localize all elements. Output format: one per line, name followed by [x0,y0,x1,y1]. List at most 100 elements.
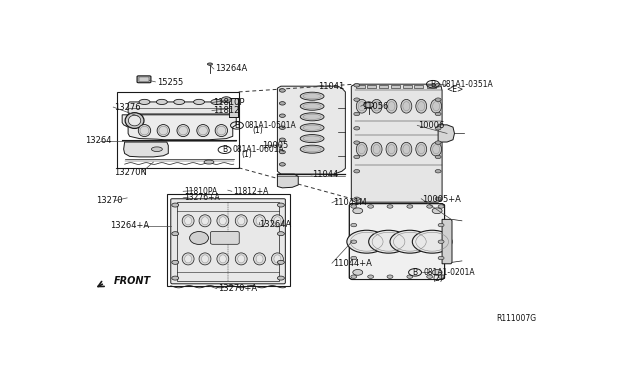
Text: 11812+A: 11812+A [233,187,268,196]
Ellipse shape [202,217,209,225]
Bar [167,193,290,286]
Polygon shape [442,219,452,264]
Circle shape [172,276,179,280]
Ellipse shape [207,63,212,65]
Circle shape [438,275,444,278]
Circle shape [280,163,285,166]
Ellipse shape [129,115,141,126]
Text: 11810P: 11810P [213,98,244,107]
Circle shape [280,102,285,105]
Text: B: B [234,121,239,130]
Ellipse shape [386,142,397,156]
Circle shape [367,205,374,208]
Bar [379,85,388,88]
Ellipse shape [193,99,205,105]
Ellipse shape [204,160,214,164]
Bar [403,85,412,88]
Circle shape [351,256,356,260]
Circle shape [172,203,179,207]
Text: 13264+A: 13264+A [110,221,149,230]
Polygon shape [277,174,298,188]
Ellipse shape [237,255,244,263]
Ellipse shape [211,99,222,105]
FancyBboxPatch shape [211,231,239,244]
Circle shape [438,205,444,208]
Ellipse shape [401,142,412,156]
Ellipse shape [300,92,324,100]
Text: 13276+A: 13276+A [184,193,220,202]
Ellipse shape [274,217,281,225]
Ellipse shape [185,217,191,225]
Ellipse shape [371,99,382,113]
Circle shape [438,240,444,243]
Ellipse shape [300,124,324,132]
FancyBboxPatch shape [137,76,151,83]
Text: 11041M: 11041M [333,198,367,207]
Circle shape [354,84,360,87]
Circle shape [435,84,441,87]
Text: 10005+A: 10005+A [422,195,461,204]
Text: 10006: 10006 [419,121,445,130]
Circle shape [351,223,356,227]
Ellipse shape [401,99,412,113]
Circle shape [354,141,360,144]
Circle shape [353,208,363,214]
Text: 13276: 13276 [114,103,140,112]
Ellipse shape [371,142,382,156]
Text: B: B [413,268,418,277]
Text: 13264A: 13264A [260,220,292,229]
Circle shape [277,203,284,207]
Ellipse shape [356,99,367,113]
Bar [367,85,376,88]
Ellipse shape [202,255,209,263]
Text: 11041: 11041 [318,82,344,91]
Text: 081A1-0201A: 081A1-0201A [423,268,475,277]
Ellipse shape [236,215,247,227]
Circle shape [280,114,285,118]
Ellipse shape [271,215,284,227]
Ellipse shape [256,217,263,225]
Ellipse shape [220,217,227,225]
Text: 13270: 13270 [97,196,123,205]
Text: (2): (2) [432,273,443,283]
Circle shape [407,205,413,208]
Ellipse shape [138,125,150,137]
Circle shape [432,269,442,275]
Circle shape [351,205,356,208]
Bar [391,85,400,88]
Circle shape [407,275,413,278]
Circle shape [412,230,452,253]
Ellipse shape [157,125,170,137]
Ellipse shape [197,125,209,137]
Text: (1): (1) [241,150,252,160]
Circle shape [221,97,231,103]
Ellipse shape [300,102,324,110]
Circle shape [427,205,433,208]
Polygon shape [122,115,236,140]
Ellipse shape [217,215,229,227]
Text: 11810PA: 11810PA [184,187,218,196]
Circle shape [280,150,285,154]
Text: 13264: 13264 [85,136,111,145]
Circle shape [387,275,393,278]
Circle shape [435,112,441,116]
Text: B: B [222,145,227,154]
Circle shape [432,208,442,214]
Bar [356,85,365,88]
Circle shape [367,275,374,278]
Polygon shape [351,84,442,202]
Text: R111007G: R111007G [497,314,537,323]
Ellipse shape [215,125,228,137]
Circle shape [435,141,441,144]
Text: (1): (1) [253,126,263,135]
Ellipse shape [236,253,247,265]
Circle shape [277,260,284,264]
Bar [414,85,423,88]
Ellipse shape [271,253,284,265]
Text: FRONT: FRONT [114,276,151,286]
Circle shape [172,260,179,264]
Circle shape [427,275,433,278]
Ellipse shape [356,142,367,156]
Ellipse shape [253,253,266,265]
Polygon shape [124,142,168,157]
